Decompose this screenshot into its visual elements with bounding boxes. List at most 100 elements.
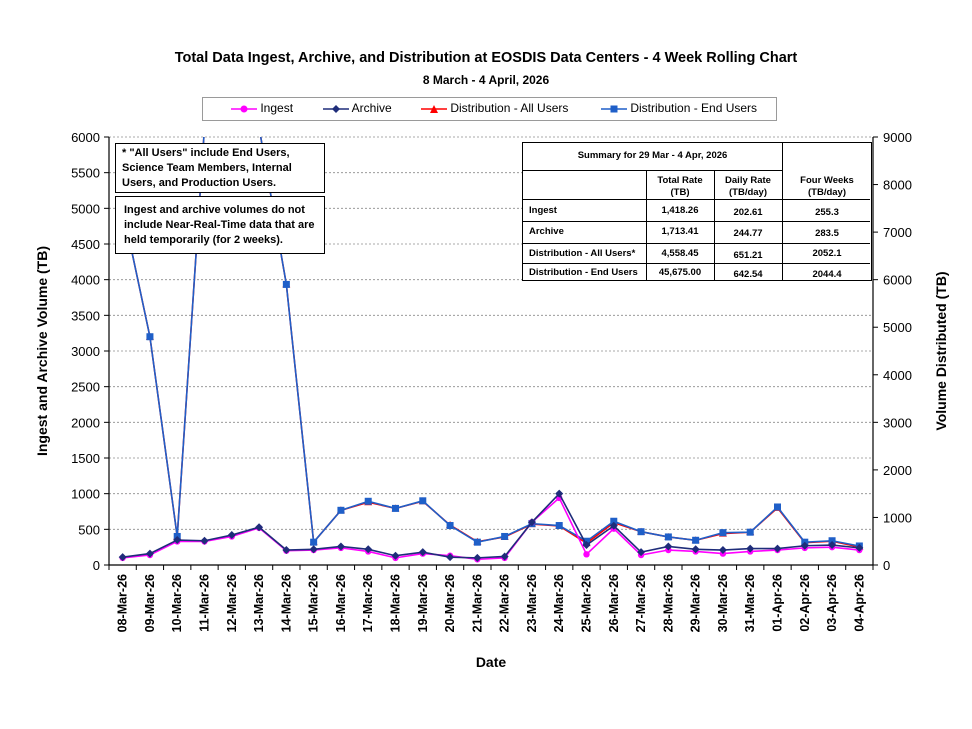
x-tick-label: 16-Mar-26 xyxy=(334,574,348,632)
summary-cell: 642.54 xyxy=(733,269,763,280)
summary-cell: 283.5 xyxy=(815,228,839,239)
summary-header-total: Total Rate (TB) xyxy=(657,175,703,198)
summary-header-daily: Daily Rate (TB/day) xyxy=(725,175,771,198)
data-point xyxy=(201,123,209,130)
y-tick-label: 1000 xyxy=(71,487,100,502)
series-archive xyxy=(118,489,864,562)
y-tick-label: 4500 xyxy=(71,237,100,252)
data-point xyxy=(774,503,781,511)
data-point xyxy=(200,536,209,545)
summary-table: Summary for 29 Mar - 4 Apr, 2026 Total R… xyxy=(522,142,872,281)
data-point xyxy=(146,333,154,341)
data-point xyxy=(527,518,536,527)
data-point xyxy=(555,489,564,498)
x-tick-label: 28-Mar-26 xyxy=(661,574,675,632)
y-tick-label: 5500 xyxy=(71,166,100,181)
summary-row-label: Archive xyxy=(529,226,564,237)
data-point xyxy=(255,123,263,130)
x-tick-label: 03-Apr-26 xyxy=(825,574,839,632)
y-axis-title: Ingest and Archive Volume (TB) xyxy=(34,246,50,456)
summary-cell: 202.61 xyxy=(733,207,763,218)
data-point xyxy=(391,551,400,560)
data-point xyxy=(336,542,345,551)
data-point xyxy=(691,545,700,554)
data-point xyxy=(282,546,291,555)
x-tick-label: 10-Mar-26 xyxy=(170,574,184,632)
data-point xyxy=(609,521,618,530)
summary-row-label: Ingest xyxy=(529,205,557,216)
legend-label: Ingest xyxy=(260,101,294,115)
data-point xyxy=(228,123,236,130)
y-tick-label: 6000 xyxy=(71,130,100,145)
y2-tick-label: 7000 xyxy=(883,225,912,240)
data-point xyxy=(446,522,454,530)
data-point xyxy=(500,552,509,561)
data-point xyxy=(583,551,590,558)
series-line xyxy=(122,492,860,559)
y-tick-label: 500 xyxy=(78,522,100,537)
y-tick-label: 1500 xyxy=(71,451,100,466)
legend: Ingest Archive Distribution - All Users … xyxy=(202,97,777,121)
data-point xyxy=(227,531,236,540)
data-point xyxy=(419,497,427,505)
y2-tick-label: 4000 xyxy=(883,368,912,383)
summary-cell: 1,713.41 xyxy=(661,226,699,237)
data-point xyxy=(309,545,318,554)
y2-tick-label: 8000 xyxy=(883,178,912,193)
data-point xyxy=(746,528,754,536)
y-tick-label: 5000 xyxy=(71,201,100,216)
x-tick-label: 14-Mar-26 xyxy=(279,574,293,632)
data-point xyxy=(364,497,372,505)
data-point xyxy=(855,543,864,552)
data-point xyxy=(473,538,481,546)
summary-cell: 1,418.26 xyxy=(661,205,699,216)
data-point xyxy=(337,506,345,514)
summary-cell: 4,558.45 xyxy=(661,248,699,259)
series-ingest xyxy=(119,494,863,563)
y-tick-label: 2000 xyxy=(71,415,100,430)
data-point xyxy=(692,536,700,544)
x-tick-label: 30-Mar-26 xyxy=(716,574,730,632)
x-tick-label: 13-Mar-26 xyxy=(252,574,266,632)
legend-item-distribution-all: Distribution - All Users xyxy=(421,101,568,115)
legend-label: Archive xyxy=(351,101,392,115)
y-tick-label: 2500 xyxy=(71,380,100,395)
data-point xyxy=(719,529,727,537)
y2-tick-label: 1000 xyxy=(883,510,912,525)
x-tick-label: 22-Mar-26 xyxy=(498,574,512,632)
data-point xyxy=(828,537,836,545)
x-tick-label: 02-Apr-26 xyxy=(798,574,812,632)
y-tick-label: 4000 xyxy=(71,273,100,288)
x-tick-label: 21-Mar-26 xyxy=(470,574,484,632)
data-point xyxy=(145,549,154,558)
summary-cell: 255.3 xyxy=(815,207,839,218)
axes xyxy=(104,136,878,570)
x-tick-label: 01-Apr-26 xyxy=(771,574,785,632)
summary-row-label: Distribution - End Users xyxy=(529,267,638,278)
legend-item-distribution-end: Distribution - End Users xyxy=(601,101,757,115)
x-tick-label: 08-Mar-26 xyxy=(116,574,130,632)
x-tick-label: 17-Mar-26 xyxy=(361,574,375,632)
y-tick-label: 3000 xyxy=(71,344,100,359)
y2-tick-label: 3000 xyxy=(883,415,912,430)
y2-tick-label: 5000 xyxy=(883,320,912,335)
legend-item-ingest: Ingest xyxy=(231,101,293,115)
data-point xyxy=(800,541,809,550)
x-tick-label: 18-Mar-26 xyxy=(389,574,403,632)
y2-tick-label: 2000 xyxy=(883,463,912,478)
data-point xyxy=(555,522,563,530)
summary-cell: 2052.1 xyxy=(812,248,842,259)
chart-subtitle: 8 March - 4 April, 2026 xyxy=(422,73,550,87)
all-users-note: * "All Users" include End Users, Science… xyxy=(115,143,325,193)
data-point xyxy=(773,544,782,553)
summary-cell: 244.77 xyxy=(733,228,763,239)
y2-axis-title: Volume Distributed (TB) xyxy=(933,271,949,430)
data-point xyxy=(637,548,646,557)
x-tick-label: 27-Mar-26 xyxy=(634,574,648,632)
data-point xyxy=(446,553,455,562)
y-tick-label: 0 xyxy=(93,558,100,573)
x-tick-label: 20-Mar-26 xyxy=(443,574,457,632)
y2-tick-label: 6000 xyxy=(883,273,912,288)
data-point xyxy=(664,542,673,551)
data-point xyxy=(255,523,264,532)
